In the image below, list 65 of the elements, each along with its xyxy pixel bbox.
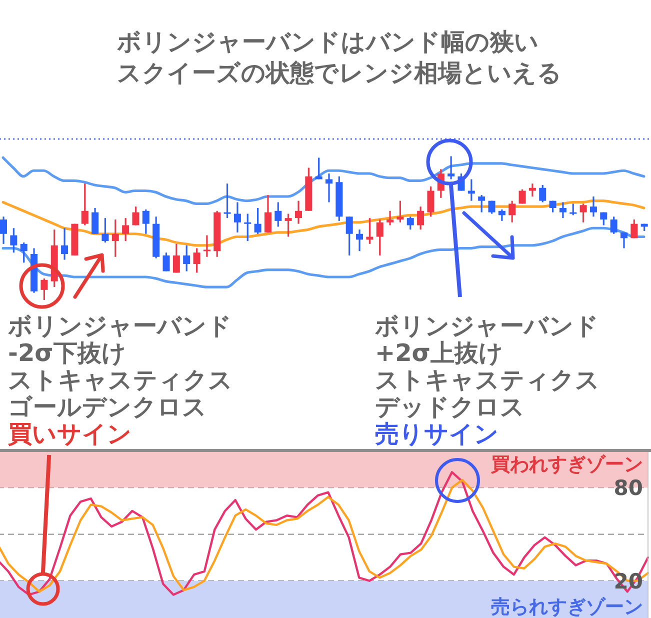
candlestick	[224, 182, 231, 219]
candlestick	[580, 202, 587, 224]
candlestick	[570, 202, 577, 216]
candlestick	[61, 227, 68, 261]
candlestick	[172, 243, 180, 274]
band-label: 売られすぎゾーン	[491, 596, 643, 618]
candlestick	[630, 218, 638, 239]
candlestick	[264, 194, 272, 234]
candlestick	[376, 218, 384, 256]
candlestick	[528, 182, 536, 198]
candlestick	[539, 184, 546, 204]
candlestick	[0, 216, 7, 245]
candlestick	[183, 244, 190, 272]
y-tick-label: 80	[614, 476, 643, 500]
candlestick	[600, 212, 608, 226]
candlestick	[478, 194, 486, 214]
candlestick	[142, 208, 150, 235]
candlestick	[326, 172, 332, 204]
candlestick	[498, 208, 506, 222]
text: -2σ下抜け	[8, 339, 126, 367]
candlestick	[102, 217, 109, 244]
candlestick	[518, 188, 526, 204]
candlestick	[346, 216, 353, 256]
text: +2σ上抜け	[375, 339, 504, 367]
candlestick	[488, 200, 496, 215]
candlestick	[112, 218, 119, 258]
candlestick	[244, 212, 252, 242]
candlestick	[406, 216, 414, 230]
band-label: 買われすぎゾーン	[490, 453, 643, 476]
text: ストキャスティクス	[375, 366, 600, 394]
candlestick	[294, 200, 302, 225]
text: ゴールデンクロス	[8, 393, 207, 421]
candlestick	[448, 155, 455, 180]
candlestick	[92, 207, 99, 235]
candlestick	[10, 227, 18, 254]
candlestick	[193, 247, 200, 274]
text: 売りサイン	[375, 420, 499, 448]
candlestick	[356, 228, 364, 252]
text: ボリンジャーバンド	[375, 312, 599, 340]
candlestick	[315, 156, 322, 180]
candlestick	[386, 210, 394, 226]
candlestick	[620, 232, 628, 250]
candlestick	[122, 217, 130, 242]
candlestick	[559, 201, 566, 219]
candlestick	[203, 234, 210, 258]
candlestick	[132, 206, 140, 226]
candlestick	[284, 212, 292, 238]
candlestick	[254, 207, 262, 235]
candlestick	[234, 201, 241, 234]
chart-title: ボリンジャーバンドはバンド幅の狭いスクイーズの状態でレンジ相場といえる	[117, 28, 562, 87]
candlestick	[162, 252, 170, 272]
candlestick	[274, 201, 282, 228]
candlestick	[81, 182, 88, 226]
text: デッドクロス	[375, 393, 525, 421]
text: ボリンジャーバンド	[8, 312, 232, 340]
candlestick	[610, 216, 618, 235]
candlestick	[427, 186, 434, 218]
text: ストキャスティクス	[8, 366, 233, 394]
text: 買いサイン	[8, 420, 132, 448]
candlestick	[417, 206, 424, 230]
candlestick	[40, 278, 48, 300]
candlestick	[396, 200, 404, 224]
candlestick	[20, 242, 28, 264]
candlestick	[508, 200, 516, 224]
candlestick	[590, 196, 597, 218]
